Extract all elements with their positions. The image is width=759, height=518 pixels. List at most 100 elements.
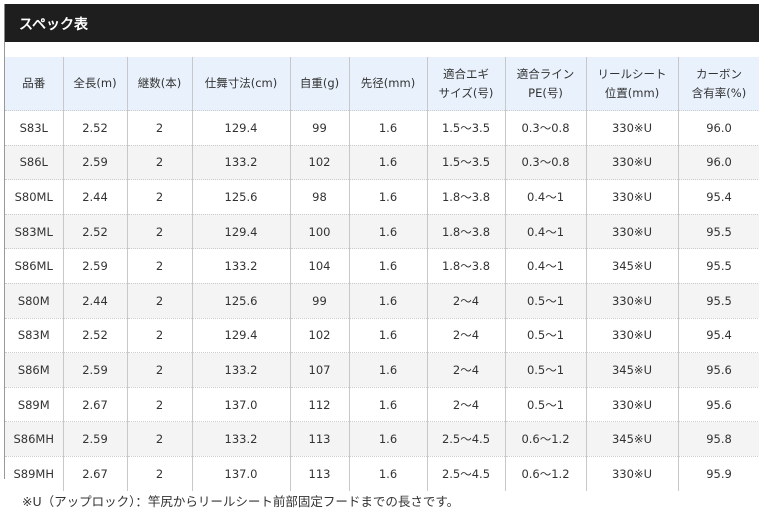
table-cell: 129.4 (192, 317, 291, 353)
table-cell: 1.8〜3.8 (427, 179, 506, 215)
table-cell: 345※U (586, 421, 679, 457)
table-row: S83L 2.52 2 129.4 99 1.6 1.5〜3.5 0.3〜0.8 330※U 96… (5, 110, 759, 146)
table-cell: 95.5 (678, 282, 759, 319)
table-cell: 1.5〜3.5 (427, 144, 506, 180)
table-cell: 2.44 (63, 282, 128, 319)
table-cell: 330※U (586, 386, 679, 422)
column-header: 適合エギ サイズ(号) (427, 57, 506, 111)
table-cell: 96.0 (678, 110, 759, 146)
table-cell: 133.2 (192, 352, 291, 388)
spec-table: 品番 全長(m) 継数(本) 仕舞寸法(cm) 自重(g) 先径(mm) 適合エギ サイズ(… (5, 57, 759, 491)
table-cell: S80ML (5, 179, 64, 215)
table-cell: 1.6 (349, 455, 428, 491)
table-cell: 2〜4 (427, 352, 506, 388)
table-cell: 133.2 (192, 144, 291, 180)
column-header: リールシート 位置(mm) (586, 57, 679, 111)
table-cell: 0.5〜1 (505, 282, 587, 319)
table-cell: 0.5〜1 (505, 352, 587, 388)
table-cell: 2 (127, 386, 193, 422)
table-cell: 133.2 (192, 421, 291, 457)
table-cell: 95.6 (678, 352, 759, 388)
table-cell: 2.67 (63, 386, 128, 422)
table-cell: 345※U (586, 352, 679, 388)
table-cell: 2〜4 (427, 282, 506, 319)
table-cell: 2.44 (63, 179, 128, 215)
table-cell: 1.6 (349, 248, 428, 284)
table-row: S83ML 2.52 2 129.4 100 1.6 1.8〜3.8 0.4〜1 330※U 95… (5, 213, 759, 249)
table-cell: 112 (290, 386, 350, 422)
table-cell: 95.8 (678, 421, 759, 457)
table-cell: S89MH (5, 455, 64, 491)
table-cell: S86M (5, 352, 64, 388)
table-cell: 2 (127, 352, 193, 388)
table-cell: 1.8〜3.8 (427, 213, 506, 249)
table-cell: 102 (290, 144, 350, 180)
column-header: 継数(本) (127, 57, 193, 111)
table-cell: 113 (290, 421, 350, 457)
table-cell: 1.6 (349, 144, 428, 180)
column-header: 品番 (5, 57, 64, 111)
table-row: S89M 2.67 2 137.0 112 1.6 2〜4 0.5〜1 330※U 95.6 (5, 386, 759, 422)
table-row: S86M 2.59 2 133.2 107 1.6 2〜4 0.5〜1 345※U 95.6 (5, 352, 759, 388)
table-cell: 1.6 (349, 282, 428, 319)
table-cell: 113 (290, 455, 350, 491)
table-cell: 107 (290, 352, 350, 388)
table-cell: 98 (290, 179, 350, 215)
table-cell: 102 (290, 317, 350, 353)
footnote: ※U（アップロック）：竿尻からリールシート前部固定フードまでの長さです。 (22, 494, 460, 509)
table-cell: S80M (5, 282, 64, 319)
table-row: S89MH 2.67 2 137.0 113 1.6 2.5〜4.5 0.6〜1.2 330※U… (5, 455, 759, 491)
table-cell: 1.6 (349, 179, 428, 215)
table-cell: 2.52 (63, 213, 128, 249)
table-row: S83M 2.52 2 129.4 102 1.6 2〜4 0.5〜1 330※U 95.4 (5, 317, 759, 353)
section-header: スペック表 (4, 4, 759, 42)
table-cell: 99 (290, 110, 350, 146)
table-cell: 125.6 (192, 179, 291, 215)
table-cell: 2 (127, 455, 193, 491)
column-header: カーボン 含有率(%) (678, 57, 759, 111)
table-cell: 1.6 (349, 110, 428, 146)
table-cell: 129.4 (192, 213, 291, 249)
table-row: S86ML 2.59 2 133.2 104 1.6 1.8〜3.8 0.4〜1 345※U 95… (5, 248, 759, 284)
table-cell: 330※U (586, 317, 679, 353)
table-cell: S86MH (5, 421, 64, 457)
table-cell: 137.0 (192, 386, 291, 422)
column-header: 全長(m) (63, 57, 128, 111)
table-cell: 1.6 (349, 317, 428, 353)
table-cell: 2.59 (63, 248, 128, 284)
table-cell: 0.4〜1 (505, 248, 587, 284)
table-cell: 345※U (586, 248, 679, 284)
table-cell: 0.5〜1 (505, 386, 587, 422)
table-header-row: 品番 全長(m) 継数(本) 仕舞寸法(cm) 自重(g) 先径(mm) 適合エギ サイズ(… (5, 57, 759, 111)
table-cell: S83ML (5, 213, 64, 249)
column-header: 自重(g) (290, 57, 350, 111)
table-row: S80ML 2.44 2 125.6 98 1.6 1.8〜3.8 0.4〜1 330※U 95.… (5, 179, 759, 215)
table-cell: 330※U (586, 282, 679, 319)
table-cell: 129.4 (192, 110, 291, 146)
table-cell: 95.6 (678, 386, 759, 422)
table-cell: 1.6 (349, 421, 428, 457)
table-row: S86L 2.59 2 133.2 102 1.6 1.5〜3.5 0.3〜0.8 330※U 9… (5, 144, 759, 180)
table-cell: 2 (127, 421, 193, 457)
table-cell: S83M (5, 317, 64, 353)
table-cell: 0.4〜1 (505, 179, 587, 215)
table-cell: 330※U (586, 144, 679, 180)
table-cell: 2.67 (63, 455, 128, 491)
table-cell: 2 (127, 144, 193, 180)
table-row: S86MH 2.59 2 133.2 113 1.6 2.5〜4.5 0.6〜1.2 345※U… (5, 421, 759, 457)
table-cell: 2.5〜4.5 (427, 421, 506, 457)
table-cell: 0.3〜0.8 (505, 110, 587, 146)
table-row: S80M 2.44 2 125.6 99 1.6 2〜4 0.5〜1 330※U 95.5 (5, 282, 759, 319)
table-cell: 1.6 (349, 386, 428, 422)
table-cell: 95.5 (678, 248, 759, 284)
table-cell: 95.4 (678, 317, 759, 353)
table-cell: 2 (127, 317, 193, 353)
table-cell: 0.3〜0.8 (505, 144, 587, 180)
table-cell: 104 (290, 248, 350, 284)
table-cell: 0.6〜1.2 (505, 455, 587, 491)
table-cell: 99 (290, 282, 350, 319)
table-cell: 1.8〜3.8 (427, 248, 506, 284)
table-frame (4, 42, 759, 479)
table-cell: 2 (127, 213, 193, 249)
table-cell: 330※U (586, 213, 679, 249)
